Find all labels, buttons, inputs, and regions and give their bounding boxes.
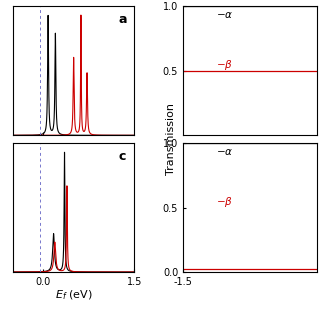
Text: Transmission: Transmission <box>166 103 176 175</box>
Text: $-\alpha$: $-\alpha$ <box>216 10 234 20</box>
Text: a: a <box>119 13 127 26</box>
Text: $-\beta$: $-\beta$ <box>216 195 233 209</box>
Text: c: c <box>119 149 126 163</box>
Text: $-\alpha$: $-\alpha$ <box>216 147 234 157</box>
X-axis label: $E_f$ (eV): $E_f$ (eV) <box>55 288 92 302</box>
Text: $-\beta$: $-\beta$ <box>216 58 233 72</box>
